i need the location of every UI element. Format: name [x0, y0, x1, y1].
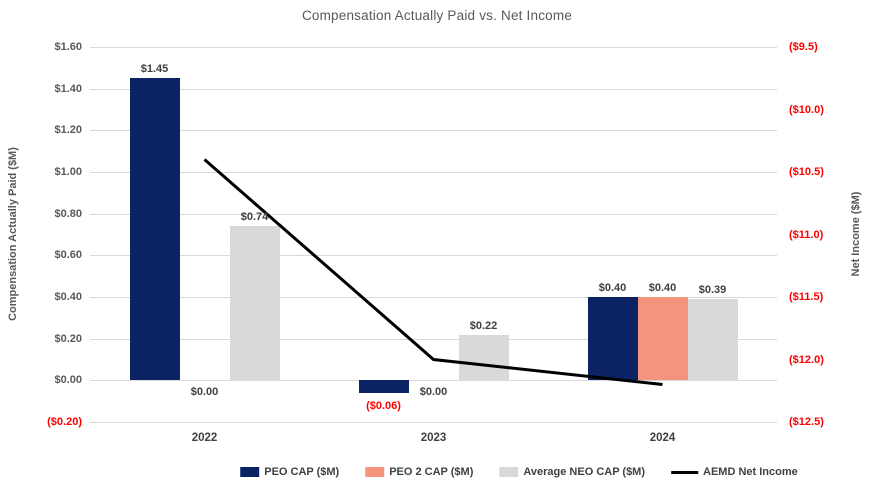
- legend-swatch-average-neo-cap-m: [499, 467, 519, 477]
- legend-item-peo-cap-m: PEO CAP ($M): [240, 466, 339, 478]
- right-axis-tick-label: ($11.5): [789, 291, 824, 303]
- category-label-2022: 2022: [191, 432, 218, 444]
- legend-item-average-neo-cap-m: Average NEO CAP ($M): [499, 466, 645, 478]
- legend-label: PEO CAP ($M): [264, 466, 340, 478]
- category-label-2024: 2024: [649, 432, 676, 444]
- net-income-line: [203, 158, 663, 386]
- right-axis-tick-label: ($11.0): [789, 228, 824, 241]
- legend-swatch-peo-2-cap-m: [365, 467, 385, 477]
- bar-value-label: $0.00: [419, 386, 448, 399]
- bar-peo-cap-m-2024: [587, 297, 638, 381]
- legend: PEO CAP ($M) PEO 2 CAP ($M) Average NEO CA…: [240, 466, 798, 478]
- bar-value-label: $0.40: [648, 282, 677, 294]
- bar-average-neo-cap-m-2022: [229, 226, 280, 381]
- chart-title: Compensation Actually Paid vs. Net Incom…: [301, 8, 573, 23]
- legend-swatch-peo-cap-m: [240, 467, 260, 477]
- bar-value-label: ($0.06): [366, 399, 401, 412]
- gridline: [90, 130, 777, 132]
- bar-peo-cap-m-2022: [129, 78, 180, 381]
- right-axis-tick-label: ($9.5): [789, 41, 818, 53]
- plot-area: $1.45 $0.00 $0.74 ($0.06) $0.00 $0.22 $0.40 $0.…: [90, 47, 777, 423]
- gridline: [90, 380, 777, 382]
- right-axis-tick-label: ($12.0): [789, 353, 824, 366]
- bar-peo-cap-m-2023: [358, 380, 409, 393]
- legend-label: AEMD Net Income: [703, 466, 798, 478]
- legend-label: Average NEO CAP ($M): [523, 466, 646, 478]
- left-axis-tick-label: $0.40: [54, 291, 82, 303]
- category-label-2023: 2023: [420, 432, 447, 444]
- bar-value-label: $0.74: [240, 211, 269, 224]
- gridline: [90, 172, 777, 173]
- left-axis-tick-label: $0.20: [54, 332, 82, 345]
- bar-value-label: $1.45: [140, 63, 169, 76]
- right-axis-tick-label: ($12.5): [789, 416, 824, 428]
- bar-value-label: $0.39: [698, 284, 727, 297]
- gridline: [90, 338, 777, 340]
- net-income-polyline: [203, 158, 663, 386]
- bar-value-label: $0.40: [598, 282, 627, 294]
- gridline: [90, 422, 777, 423]
- legend-item-peo-2-cap-m: PEO 2 CAP ($M): [365, 466, 473, 478]
- gridline: [90, 297, 777, 298]
- left-axis-tick-label: $1.00: [54, 166, 82, 178]
- legend-swatch-aemd-net-income: [671, 470, 699, 474]
- gridline: [90, 255, 777, 257]
- bar-peo-2-cap-m-2024: [637, 297, 688, 381]
- left-axis-tick-label: ($0.20): [47, 416, 82, 428]
- bar-average-neo-cap-m-2023: [458, 334, 509, 381]
- left-axis-tick-label: $0.60: [54, 249, 82, 262]
- bar-average-neo-cap-m-2024: [687, 299, 738, 381]
- left-axis-tick-label: $1.40: [54, 82, 82, 95]
- gridline: [90, 213, 777, 215]
- left-axis-tick-label: $1.20: [54, 124, 82, 137]
- gridline: [90, 88, 777, 90]
- left-axis-tick-label: $1.60: [54, 41, 82, 53]
- legend-item-aemd-net-income: AEMD Net Income: [671, 466, 798, 478]
- gridline: [90, 47, 777, 48]
- left-axis-tick-label: $0.00: [54, 374, 82, 387]
- legend-label: PEO 2 CAP ($M): [389, 466, 474, 478]
- bar-value-label: $0.22: [469, 319, 498, 332]
- right-axis-tick-label: ($10.5): [789, 166, 824, 178]
- left-axis-tick-label: $0.80: [54, 207, 82, 220]
- bar-value-label: $0.00: [190, 386, 219, 399]
- right-axis-tick-label: ($10.0): [789, 103, 824, 116]
